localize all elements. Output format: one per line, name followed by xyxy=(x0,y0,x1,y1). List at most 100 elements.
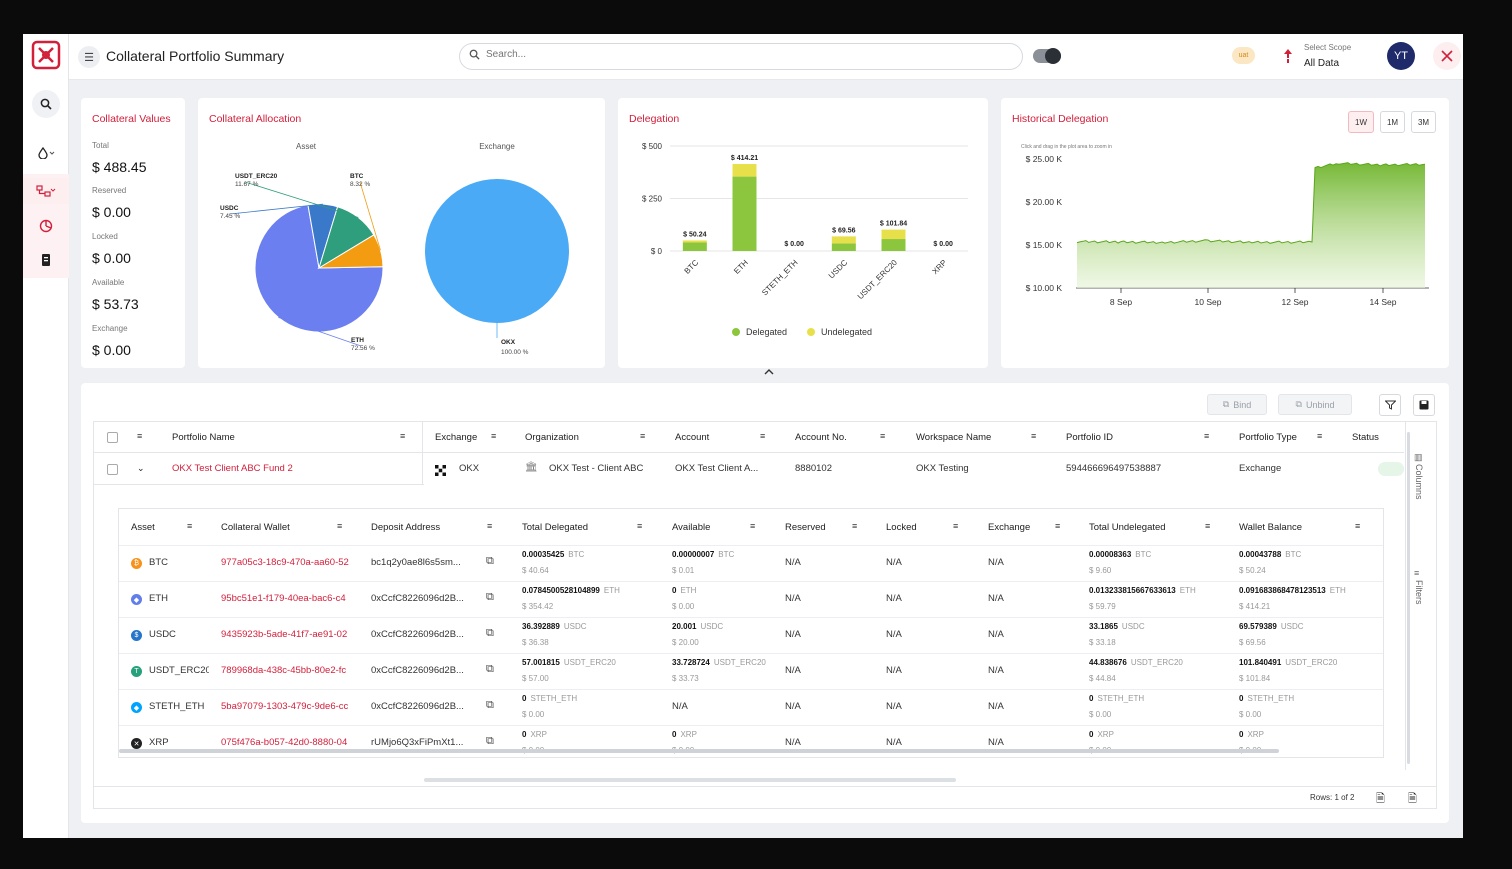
col-portfolio-type[interactable]: Portfolio Type xyxy=(1239,431,1297,443)
columns-tab[interactable]: Columns xyxy=(1414,464,1424,500)
filter-icon[interactable]: ≡ xyxy=(760,431,766,441)
range-3m-button[interactable]: 3M xyxy=(1411,111,1436,133)
col-asset[interactable]: Asset xyxy=(131,521,155,533)
external-link-icon[interactable]: ⧉ xyxy=(486,663,494,675)
avatar[interactable]: YT xyxy=(1387,42,1415,70)
save-button[interactable] xyxy=(1413,394,1435,416)
locked-value: $ 0.00 xyxy=(92,250,131,266)
table-row[interactable]: ◆ ETH 95bc51e1-f179-40ea-bac6-c4 0xCcfC8226… xyxy=(119,581,1383,617)
filters-icon[interactable]: ≡ xyxy=(1414,568,1420,578)
wallet-balance-amount: 0.00043788 BTC xyxy=(1239,550,1302,559)
filter-icon[interactable]: ≡ xyxy=(187,521,193,531)
external-link-icon[interactable]: ⧉ xyxy=(486,627,494,639)
available-label: Available xyxy=(92,278,125,287)
historical-chart[interactable]: Click and drag in the plot area to zoom … xyxy=(1001,98,1449,368)
bind-button[interactable]: ⧉ Bind xyxy=(1207,394,1267,415)
vertical-scrollbar[interactable] xyxy=(1407,432,1410,764)
select-all-checkbox[interactable] xyxy=(107,432,118,443)
filter-icon[interactable]: ≡ xyxy=(1204,431,1210,441)
filter-icon[interactable]: ≡ xyxy=(1055,521,1061,531)
unbind-button[interactable]: ⧉ Unbind xyxy=(1278,394,1352,415)
search-input[interactable] xyxy=(486,49,1006,60)
collateral-allocation-card: Collateral Allocation Asset Exchange ETH… xyxy=(198,98,605,368)
export-csv-icon[interactable]: 🗎 xyxy=(1408,793,1417,805)
col-status[interactable]: Status xyxy=(1352,431,1379,443)
table-row[interactable]: ✕ XRP 075f476a-b057-42d0-8880-04 rUMjo6Q3xF… xyxy=(119,725,1383,761)
locked-label: Locked xyxy=(92,232,118,241)
table-row[interactable]: T USDT_ERC20 789968da-438c-45bb-80e2-fc 0xC… xyxy=(119,653,1383,689)
col-portfolio-id[interactable]: Portfolio ID xyxy=(1066,431,1113,443)
col-available[interactable]: Available xyxy=(672,521,711,533)
filter-icon[interactable]: ≡ xyxy=(491,431,497,441)
col-workspace[interactable]: Workspace Name xyxy=(916,431,992,443)
filter-icon[interactable]: ≡ xyxy=(137,431,143,441)
collapse-charts-icon[interactable] xyxy=(764,368,774,379)
scope-icon[interactable] xyxy=(1282,48,1294,67)
collateral-wallet-link[interactable]: 977a05c3-18c9-470a-aa60-52 xyxy=(221,557,349,568)
row-checkbox[interactable] xyxy=(107,464,118,475)
filter-icon[interactable]: ≡ xyxy=(640,431,646,441)
collateral-wallet-link[interactable]: 9435923b-5ade-41f7-ae91-02 xyxy=(221,629,348,640)
theme-toggle[interactable] xyxy=(1033,48,1061,64)
collateral-wallet-link[interactable]: 95bc51e1-f179-40ea-bac6-c4 xyxy=(221,593,346,604)
network-icon[interactable] xyxy=(23,178,69,204)
col-total-undelegated[interactable]: Total Undelegated xyxy=(1089,521,1166,533)
external-link-icon[interactable]: ⧉ xyxy=(486,555,494,567)
filter-clear-button[interactable] xyxy=(1379,394,1401,416)
filter-icon[interactable]: ≡ xyxy=(337,521,343,531)
filters-tab[interactable]: Filters xyxy=(1414,580,1424,605)
filter-icon[interactable]: ≡ xyxy=(1317,431,1323,441)
table-row[interactable]: ◆ STETH_ETH 5ba97079-1303-479c-9de6-cc 0xCc… xyxy=(119,689,1383,725)
document-icon[interactable] xyxy=(32,247,60,273)
col-total-delegated[interactable]: Total Delegated xyxy=(522,521,589,533)
col-collateral-wallet[interactable]: Collateral Wallet xyxy=(221,521,290,533)
external-link-icon[interactable]: ⧉ xyxy=(486,591,494,603)
export-xls-icon[interactable]: 🗎 xyxy=(1376,793,1385,805)
collateral-wallet-link[interactable]: 789968da-438c-45bb-80e2-fc xyxy=(221,665,347,676)
logo-icon[interactable] xyxy=(30,39,62,71)
filter-icon[interactable]: ≡ xyxy=(1355,521,1361,531)
range-1w-button[interactable]: 1W xyxy=(1348,111,1374,133)
total-delegated-usd: $ 354.42 xyxy=(522,602,554,611)
filter-icon[interactable]: ≡ xyxy=(487,521,493,531)
filter-icon[interactable]: ≡ xyxy=(637,521,643,531)
collateral-wallet-link[interactable]: 075f476a-b057-42d0-8880-04 xyxy=(221,737,348,748)
inner-horizontal-scrollbar[interactable] xyxy=(119,749,1279,753)
menu-icon[interactable]: ☰ xyxy=(78,46,100,68)
filter-icon[interactable]: ≡ xyxy=(1205,521,1211,531)
expand-chevron-icon[interactable]: ⌄ xyxy=(137,463,145,473)
col-exchange[interactable]: Exchange xyxy=(435,431,478,443)
table-row[interactable]: ₿ BTC 977a05c3-18c9-470a-aa60-52 bc1q2y0ae8… xyxy=(119,545,1383,581)
brand-icon[interactable] xyxy=(1433,42,1461,70)
col-reserved[interactable]: Reserved xyxy=(785,521,826,533)
scope-value[interactable]: All Data xyxy=(1304,58,1340,69)
filter-icon[interactable]: ≡ xyxy=(852,521,858,531)
horizontal-scrollbar[interactable] xyxy=(424,778,956,782)
external-link-icon[interactable]: ⧉ xyxy=(486,735,494,747)
range-1m-button[interactable]: 1M xyxy=(1380,111,1405,133)
col-account[interactable]: Account xyxy=(675,431,710,443)
filter-icon[interactable]: ≡ xyxy=(880,431,886,441)
filter-icon[interactable]: ≡ xyxy=(750,521,756,531)
col-locked[interactable]: Locked xyxy=(886,521,917,533)
drop-icon[interactable] xyxy=(32,140,60,166)
table-row[interactable]: $ USDC 9435923b-5ade-41f7-ae91-02 0xCcfC822… xyxy=(119,617,1383,653)
col-wallet-balance[interactable]: Wallet Balance xyxy=(1239,521,1303,533)
filter-icon[interactable]: ≡ xyxy=(400,431,406,441)
col-deposit-address[interactable]: Deposit Address xyxy=(371,521,441,533)
total-delegated-amount: 36.392889 USDC xyxy=(522,622,587,631)
col-exchange[interactable]: Exchange xyxy=(988,521,1031,533)
col-portfolio-name[interactable]: Portfolio Name xyxy=(172,431,235,443)
search-bar[interactable] xyxy=(459,43,1023,70)
col-account-no[interactable]: Account No. xyxy=(795,431,847,443)
portfolio-name-cell[interactable]: OKX Test Client ABC Fund 2 xyxy=(172,462,293,474)
columns-icon[interactable]: ▥ xyxy=(1414,452,1423,462)
collateral-wallet-link[interactable]: 5ba97079-1303-479c-9de6-cc xyxy=(221,701,349,712)
chart-icon[interactable] xyxy=(32,213,60,239)
search-icon[interactable] xyxy=(32,90,60,118)
filter-icon[interactable]: ≡ xyxy=(953,521,959,531)
col-organization[interactable]: Organization xyxy=(525,431,579,443)
deposit-address: rUMjo6Q3xFiPmXt1... xyxy=(371,737,464,748)
external-link-icon[interactable]: ⧉ xyxy=(486,699,494,711)
filter-icon[interactable]: ≡ xyxy=(1031,431,1037,441)
